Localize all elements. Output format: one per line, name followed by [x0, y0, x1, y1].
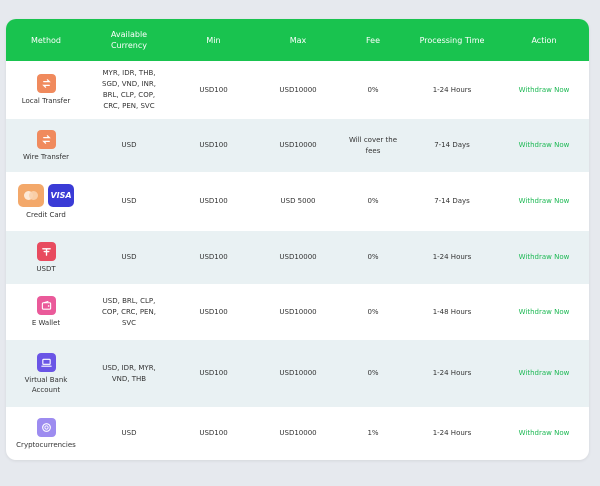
method-label: Cryptocurrencies: [16, 440, 76, 449]
currency-line: BRL, CLP, COP,: [102, 91, 156, 99]
mastercard-icon: [18, 183, 44, 207]
method-cell: E Wallet: [6, 296, 86, 328]
exchange-icon: [36, 129, 56, 149]
header-fee: Fee: [365, 35, 380, 45]
currency-line: USD, IDR, MYR,: [102, 363, 156, 372]
currency-line: USD: [121, 429, 137, 437]
table-row: Virtual Bank Account USD, IDR, MYR, VND,…: [6, 340, 589, 407]
processing-cell: 1-24 Hours: [432, 85, 472, 94]
method-cell: VISA Credit Card: [6, 183, 86, 220]
withdraw-now-link[interactable]: Withdraw Now: [518, 253, 570, 261]
table-row: Wire Transfer USD USD100 USD10000 Will c…: [6, 119, 589, 172]
visa-icon: VISA: [48, 183, 74, 207]
table-row: E Wallet USD, BRL, CLP, COP, CRC, PEN, S…: [6, 284, 589, 340]
processing-cell: 1-24 Hours: [432, 429, 472, 437]
max-cell: USD10000: [279, 253, 317, 261]
min-cell: USD100: [199, 429, 228, 437]
max-cell: USD10000: [279, 369, 317, 377]
currency-cell: USD: [86, 428, 172, 439]
fee-cell: 0%: [367, 253, 379, 261]
method-label-line: Virtual Bank: [24, 375, 68, 384]
currency-cell: USD: [86, 140, 172, 151]
method-label: E Wallet: [31, 319, 61, 327]
table-row: VISA Credit Card USD USD100 USD 5000 0% …: [6, 172, 589, 231]
currency-line: USD, BRL, CLP,: [102, 296, 156, 305]
min-cell: USD100: [199, 85, 228, 94]
min-cell: USD100: [199, 369, 228, 377]
method-label: Virtual Bank Account: [25, 375, 68, 395]
method-label-line: Account: [31, 385, 61, 394]
withdraw-now-link[interactable]: Withdraw Now: [518, 369, 570, 377]
withdrawal-methods-table: Method Available Currency Min Max Fee Pr…: [6, 19, 589, 460]
withdraw-now-link[interactable]: Withdraw Now: [518, 307, 570, 316]
header-max: Max: [289, 35, 307, 45]
withdraw-now-link[interactable]: Withdraw Now: [518, 429, 570, 437]
table-row: Cryptocurrencies USD USD100 USD10000 1% …: [6, 407, 589, 460]
wallet-icon: [36, 296, 56, 315]
min-cell: USD100: [199, 253, 228, 261]
header-available-currency: Available Currency: [86, 29, 172, 51]
method-label: Credit Card: [26, 210, 66, 219]
min-cell: USD100: [199, 307, 228, 316]
header-method: Method: [30, 35, 61, 45]
min-cell: USD100: [199, 197, 228, 205]
fee-cell: 0%: [367, 85, 379, 94]
method-label: USDT: [36, 264, 56, 273]
processing-cell: 1-24 Hours: [432, 369, 472, 377]
currency-cell: USD, IDR, MYR, VND, THB: [86, 363, 172, 385]
max-cell: USD10000: [279, 429, 317, 437]
min-cell: USD100: [199, 141, 228, 149]
currency-line: USD: [121, 141, 137, 149]
header-currency-line2: Currency: [110, 41, 148, 50]
exchange-icon: [36, 74, 56, 93]
processing-cell: 1-24 Hours: [432, 253, 472, 261]
fee-cell: 0%: [367, 197, 379, 205]
currency-line: CRC, PEN, SVC: [103, 102, 155, 110]
currency-cell: USD, BRL, CLP, COP, CRC, PEN, SVC: [86, 296, 172, 329]
table-header: Method Available Currency Min Max Fee Pr…: [6, 19, 589, 61]
currency-cell: USD: [86, 196, 172, 207]
method-cell: Wire Transfer: [6, 129, 86, 162]
fee-cell: Will cover the fees: [349, 135, 397, 155]
method-cell: Local Transfer: [6, 74, 86, 106]
method-label: Wire Transfer: [22, 152, 70, 161]
max-cell: USD10000: [279, 85, 317, 94]
method-label: Local Transfer: [21, 97, 71, 105]
fee-cell: 0%: [367, 307, 379, 316]
header-min: Min: [206, 35, 221, 45]
crypto-coin-icon: [36, 417, 56, 437]
withdraw-now-link[interactable]: Withdraw Now: [518, 141, 570, 149]
withdraw-now-link[interactable]: Withdraw Now: [518, 197, 570, 205]
processing-cell: 7-14 Days: [434, 141, 470, 149]
card-icons: VISA: [18, 183, 74, 207]
tether-icon: [36, 241, 56, 261]
method-cell: Cryptocurrencies: [6, 417, 86, 450]
header-action: Action: [531, 35, 557, 45]
processing-cell: 1-48 Hours: [432, 307, 472, 316]
method-cell: USDT: [6, 241, 86, 274]
currency-line: VND, THB: [111, 374, 147, 383]
currency-line: COP, CRC, PEN,: [102, 307, 156, 316]
max-cell: USD10000: [279, 307, 317, 316]
fee-cell: 1%: [367, 429, 379, 437]
header-currency-line1: Available: [110, 30, 148, 39]
currency-line: USD: [121, 197, 137, 205]
withdraw-now-link[interactable]: Withdraw Now: [518, 85, 570, 94]
max-cell: USD10000: [279, 141, 317, 149]
method-cell: Virtual Bank Account: [6, 352, 86, 395]
max-cell: USD 5000: [280, 197, 316, 205]
header-processing-time: Processing Time: [419, 35, 485, 45]
currency-line: USD: [121, 253, 137, 261]
processing-cell: 7-14 Days: [434, 197, 470, 205]
fee-cell: 0%: [367, 369, 379, 377]
laptop-bank-icon: [36, 352, 56, 372]
table-row: Local Transfer MYR, IDR, THB, SGD, VND, …: [6, 61, 589, 119]
currency-line: SVC: [121, 318, 137, 327]
currency-cell: MYR, IDR, THB, SGD, VND, INR, BRL, CLP, …: [86, 68, 172, 112]
currency-cell: USD: [86, 252, 172, 263]
table-row: USDT USD USD100 USD10000 0% 1-24 Hours W…: [6, 231, 589, 284]
currency-line: MYR, IDR, THB,: [102, 69, 156, 77]
currency-line: SGD, VND, INR,: [102, 80, 156, 88]
